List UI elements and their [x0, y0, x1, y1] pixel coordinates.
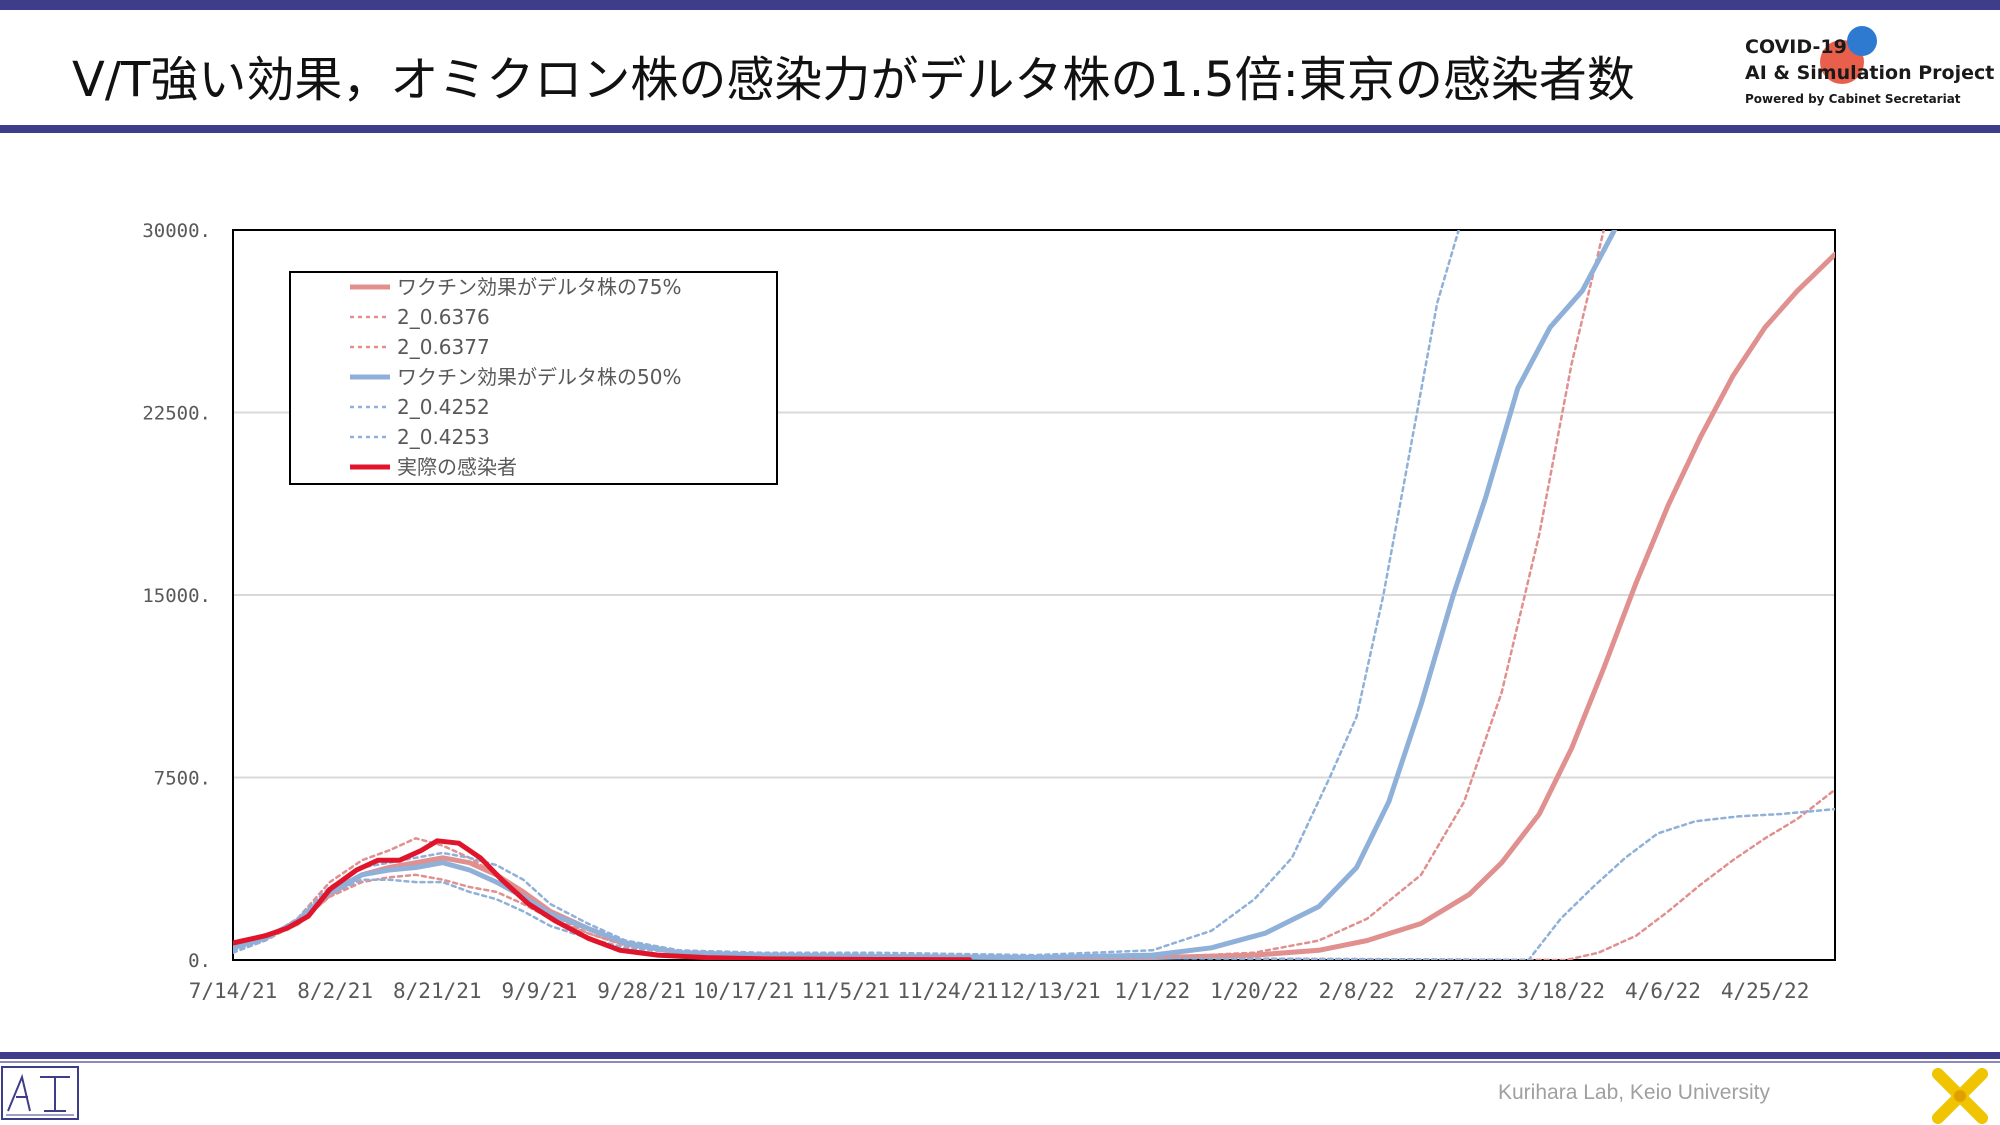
x-tick-label: 8/2/21: [297, 979, 373, 1003]
series-line-2: [233, 788, 1835, 960]
top-accent-bar: [0, 0, 2000, 10]
series-line-6: [233, 838, 972, 960]
page-title: V/T強い効果，オミクロン株の感染力がデルタ株の1.5倍:東京の感染者数: [72, 52, 1635, 108]
series-line-4: [233, 230, 1460, 957]
x-logo-icon: [1932, 1068, 1988, 1124]
x-tick-label: 12/13/21: [1000, 979, 1101, 1003]
footer-credit: Kurihara Lab, Keio University: [1498, 1081, 1770, 1104]
x-tick-label: 2/27/22: [1414, 979, 1503, 1003]
x-tick-label: 7/14/21: [189, 979, 278, 1003]
x-tick-label: 11/5/21: [802, 979, 891, 1003]
y-tick-label: 22500.: [142, 403, 211, 425]
footer-rule: [0, 1052, 2000, 1059]
y-tick-label: 7500.: [154, 768, 211, 790]
legend-label: 2_0.6376: [397, 305, 490, 329]
series-line-5: [233, 807, 1835, 960]
x-tick-label: 11/24/21: [897, 979, 998, 1003]
logo-line2: AI & Simulation Project: [1745, 62, 1995, 84]
footer-rule-thin: [0, 1061, 2000, 1063]
legend-label: 2_0.4253: [397, 425, 490, 449]
legend-label: 実際の感染者: [397, 455, 517, 479]
x-tick-label: 3/18/22: [1517, 979, 1606, 1003]
x-tick-label: 2/8/22: [1319, 979, 1395, 1003]
legend-label: 2_0.4252: [397, 395, 490, 419]
x-tick-label: 4/6/22: [1625, 979, 1701, 1003]
x-tick-label: 9/28/21: [597, 979, 686, 1003]
project-logo: COVID-19 AI & Simulation Project Powered…: [1745, 22, 1994, 122]
logo-blue-dot: [1847, 26, 1877, 56]
x-tick-label: 4/25/22: [1721, 979, 1810, 1003]
x-tick-label: 10/17/21: [693, 979, 794, 1003]
logo-line3: Powered by Cabinet Secretariat: [1745, 92, 1961, 106]
line-chart: 0. 7500. 15000. 22500. 30000. 7/14/21 8/2/21 8/…: [142, 220, 1836, 1003]
x-tick-label: 1/1/22: [1114, 979, 1190, 1003]
y-tick-label: 0.: [188, 950, 211, 972]
x-tick-label: 9/9/21: [501, 979, 577, 1003]
y-tick-label: 15000.: [142, 585, 211, 607]
x-tick-label: 8/21/21: [393, 979, 482, 1003]
title-rule: [0, 125, 2000, 133]
x-tick-label: 1/20/22: [1210, 979, 1299, 1003]
logo-line1: COVID-19: [1745, 36, 1847, 58]
y-tick-label: 30000.: [142, 220, 211, 242]
legend-label: 2_0.6377: [397, 335, 490, 359]
lab-logo-icon: [1, 1066, 79, 1120]
legend-label: ワクチン効果がデルタ株の75%: [397, 275, 681, 299]
legend-label: ワクチン効果がデルタ株の50%: [397, 365, 681, 389]
